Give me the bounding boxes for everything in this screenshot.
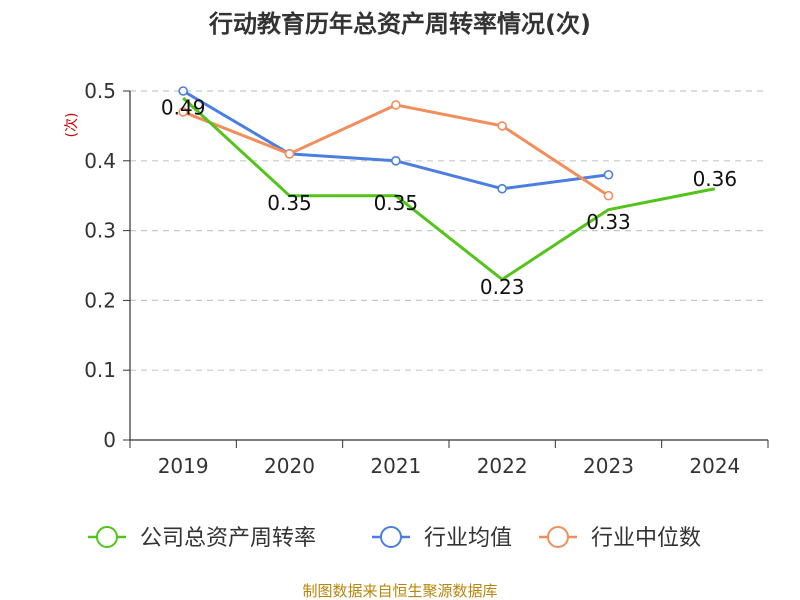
gridlines — [130, 90, 768, 371]
series-lines — [178, 86, 716, 281]
y-tick-label: 0 — [103, 428, 116, 452]
x-tick-label: 2024 — [689, 454, 740, 478]
data-point — [497, 121, 507, 131]
legend-marker — [380, 526, 402, 548]
x-tick-label: 2020 — [264, 454, 315, 478]
series-line — [182, 96, 716, 281]
y-tick-label: 0.2 — [84, 288, 116, 312]
data-labels: 0.49 0.35 0.35 0.23 0.33 0.36 — [161, 95, 737, 298]
data-point — [603, 169, 614, 180]
data-point — [391, 156, 401, 166]
x-tick-label: 2022 — [477, 454, 528, 478]
x-tick-labels: 2019 2020 2021 2022 2023 2024 — [158, 454, 741, 478]
data-point — [391, 100, 401, 110]
y-tick-labels: 0 0.1 0.2 0.3 0.4 0.5 — [84, 79, 116, 452]
data-label: 0.49 — [161, 95, 206, 119]
source-note: 制图数据来自恒生聚源数据库 — [302, 582, 497, 600]
legend-marker — [96, 526, 118, 548]
data-point — [497, 183, 507, 194]
data-point — [284, 149, 295, 159]
y-tick-label: 0.1 — [84, 358, 116, 382]
y-tick-label: 0.3 — [84, 219, 116, 243]
data-label: 0.33 — [586, 210, 631, 234]
legend-label: 行业中位数 — [591, 526, 701, 551]
x-tick-label: 2021 — [370, 454, 421, 478]
x-tick-label: 2023 — [583, 454, 634, 478]
axes — [123, 90, 769, 448]
data-label: 0.23 — [480, 275, 525, 299]
data-label: 0.35 — [374, 191, 419, 215]
y-axis-label: (次) — [64, 113, 80, 138]
data-point — [178, 107, 188, 117]
data-label: 0.35 — [267, 191, 312, 215]
legend-label: 公司总资产周转率 — [140, 526, 316, 551]
data-point — [603, 190, 614, 201]
x-tick-label: 2019 — [158, 454, 209, 478]
legend-marker — [547, 526, 569, 548]
y-tick-label: 0.5 — [84, 79, 116, 103]
data-label: 0.36 — [693, 167, 738, 191]
y-tick-label: 0.4 — [84, 149, 116, 173]
data-point — [178, 86, 188, 96]
legend-label: 行业均值 — [424, 526, 512, 551]
chart-title: 行动教育历年总资产周转率情况(次) — [208, 10, 591, 38]
legend: 公司总资产周转率 行业均值 行业中位数 — [88, 526, 701, 551]
